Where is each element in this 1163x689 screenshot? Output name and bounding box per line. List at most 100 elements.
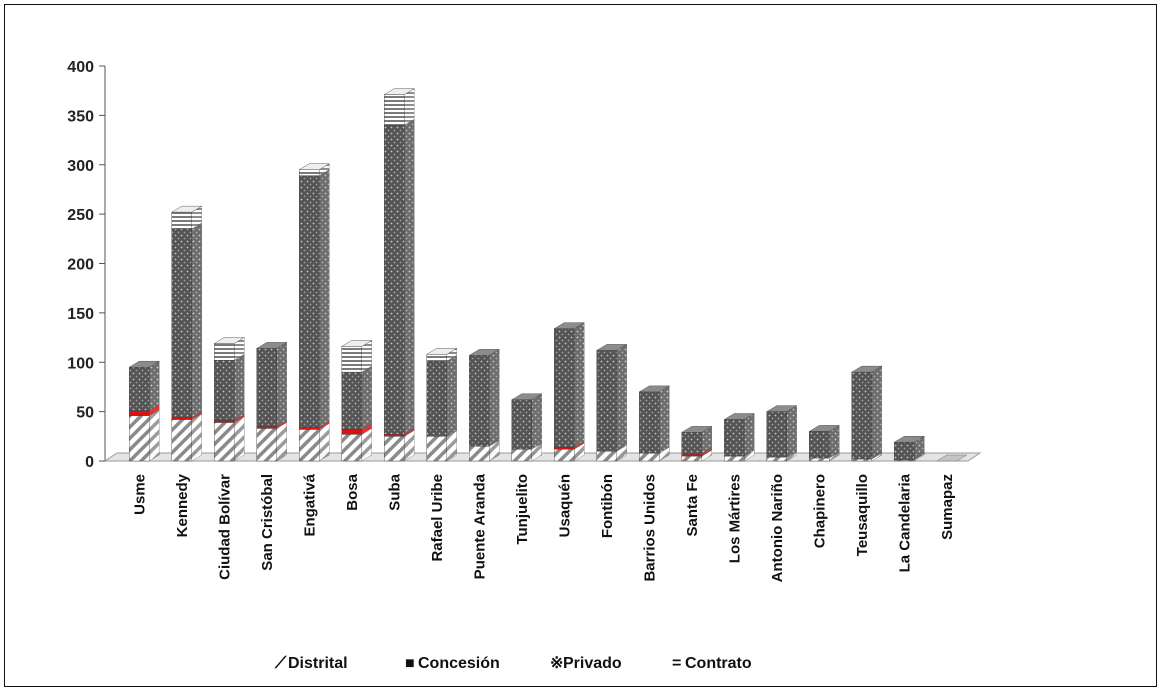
bar-segment-distrital [639,452,660,462]
bar-top [723,413,755,420]
bar-segment-privado [554,328,575,448]
category-labels: Usme Kennedy Ciudad Bolívar San Cristóbal En… [131,473,956,582]
legend-label-contrato: Contrato [685,655,752,672]
y-tick-label: 300 [67,158,94,175]
legend-item-distrital: ⟋ Distrital [274,655,348,672]
bar-fontibon [596,344,628,462]
legend-item-contrato: = Contrato [672,655,752,672]
bar-segment-concesion [299,427,320,430]
bar-santa-fe [681,426,713,462]
bar-segment-distrital [766,456,787,462]
y-tick-label: 400 [67,59,94,76]
bar-los-martires [723,413,755,462]
category-label-kennedy: Kennedy [174,473,191,537]
bar-teusaquillo [851,365,883,462]
bar-ciudad-bolivar [213,337,245,462]
category-label-usaquen: Usaquén [556,474,573,537]
bar-tunjuelito [511,393,543,462]
bar-side-privado [871,365,882,460]
bar-top [808,425,840,432]
axis-layer: 0 50 100 150 200 250 300 350 400 [67,59,982,471]
bar-kennedy [171,205,203,462]
bar-side-privado [659,385,670,454]
bar-top [766,405,798,412]
bar-segment-concesion [256,426,277,429]
bar-side-distrital [149,409,160,462]
y-tick-label: 50 [76,405,94,422]
bar-suba [383,88,415,462]
bar-segment-privado [214,360,235,421]
bar-top [256,342,288,349]
y-tick-label: 250 [67,207,94,224]
category-label-antonio-narino: Antonio Nariño [769,474,786,582]
bar-segment-contrato [341,346,362,373]
bar-side-distrital [191,413,202,462]
legend-symbol-concesion: ■ [405,655,415,672]
bar-segment-privado [426,361,447,437]
bar-side-distrital [276,422,287,462]
legend: ⟋ Distrital ■ Concesión ※ Privado = Contrato [274,655,752,672]
category-label-santa-fe: Santa Fe [684,474,701,537]
bar-side-privado [489,349,500,447]
bar-segment-distrital [596,450,617,462]
bar-segment-privado [129,366,150,411]
bar-side-privado [446,354,457,437]
legend-item-concesion: ■ Concesión [405,655,500,672]
bar-top [128,360,160,368]
category-label-ciudad-bolivar: Ciudad Bolívar [216,474,233,580]
bar-segment-privado [639,391,660,454]
bar-side-privado [531,393,542,450]
category-label-sumapaz: Sumapaz [939,474,956,540]
category-label-suba: Suba [386,473,403,510]
bar-side-privado [191,222,202,418]
category-label-fontibon: Fontibón [599,474,616,538]
category-label-usme: Usme [131,474,148,515]
bar-side-privado [616,344,627,452]
bar-side-privado [744,413,755,457]
bar-top [171,205,203,213]
bar-segment-privado [681,432,702,455]
bar-segment-distrital [724,455,745,462]
bar-usme [128,360,160,462]
bar-side-privado [574,322,585,448]
bar-segment-distrital [299,429,320,462]
y-tick-label: 350 [67,108,94,125]
bar-top [213,337,245,344]
bar-chapinero [808,425,840,462]
bar-segment-privado [469,355,490,447]
bar-segment-distrital [171,419,192,462]
category-label-puente-aranda: Puente Aranda [471,473,488,579]
bar-segment-distrital [511,448,532,462]
bar-sumapaz [935,454,968,462]
bar-segment-contrato [171,211,192,230]
bar-top [341,340,373,347]
bar-segment-contrato [426,354,447,362]
category-label-bosa: Bosa [344,473,361,510]
y-tick-label: 0 [85,454,94,471]
bars-layer [128,88,968,462]
bar-side-privado [361,365,372,430]
bar-segment-distrital [214,422,235,462]
bar-segment-distrital [384,436,405,462]
bar-antonio-narino [766,405,798,462]
bar-segment-privado [724,419,745,457]
bar-top [893,436,925,443]
bar-segment-contrato [384,94,405,126]
bar-top [681,426,713,433]
category-label-los-martires: Los Mártires [726,474,743,563]
bar-side-distrital [319,423,330,462]
bar-usaquen [553,322,585,462]
bar-side-privado [404,118,415,435]
bar-segment-privado [341,371,362,430]
legend-item-privado: ※ Privado [550,655,622,672]
bar-segment-distrital [809,457,830,462]
bar-rafael-uribe [426,348,458,462]
bar-engativa [298,163,330,462]
bar-segment-concesion [681,453,702,457]
bar-top [511,393,543,400]
bar-segment-privado [299,175,320,428]
bar-segment-distrital [256,428,277,462]
legend-label-concesion: Concesión [418,655,500,672]
bar-side-privado [319,169,330,428]
